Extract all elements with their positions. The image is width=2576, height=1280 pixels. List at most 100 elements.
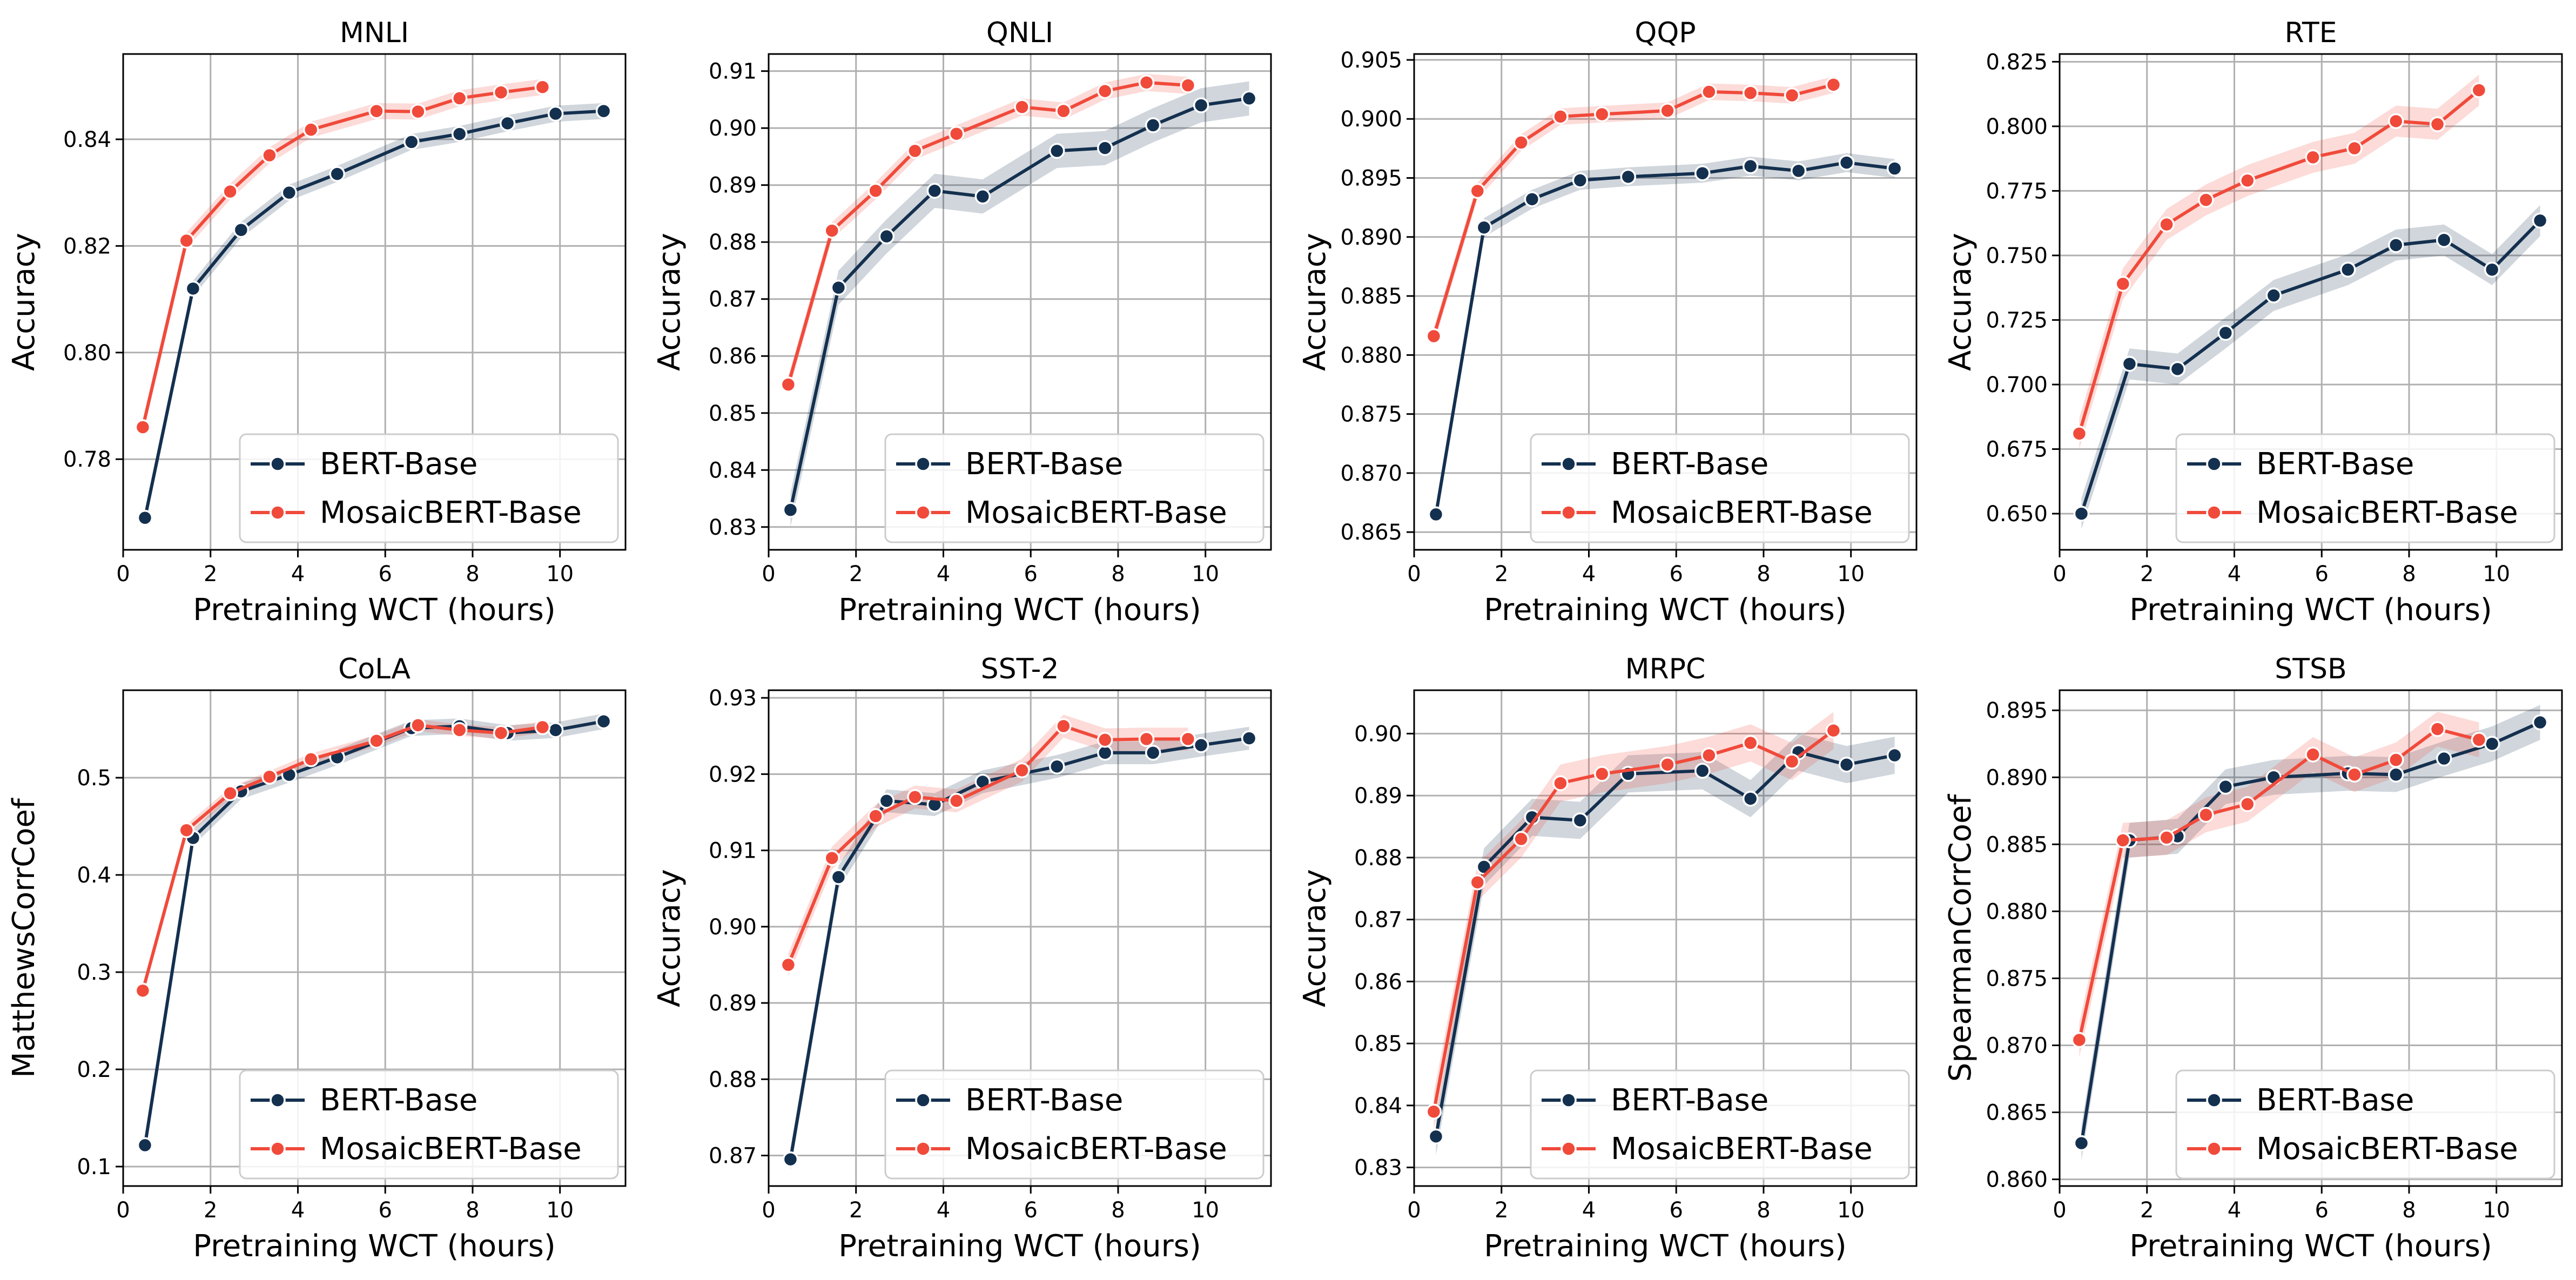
data-point bbox=[547, 722, 564, 738]
data-point bbox=[2158, 216, 2175, 233]
data-point bbox=[974, 188, 991, 205]
y-tick-label: 0.900 bbox=[1340, 107, 1402, 132]
y-axis-label: MatthewsCorrCoef bbox=[6, 798, 42, 1078]
data-point bbox=[233, 221, 250, 238]
data-point bbox=[780, 376, 797, 393]
data-point bbox=[1428, 506, 1444, 523]
y-tick-label: 0.800 bbox=[1986, 114, 2048, 139]
data-point bbox=[368, 732, 385, 749]
data-point bbox=[1552, 775, 1569, 791]
data-point bbox=[1055, 103, 1072, 119]
data-point bbox=[2387, 113, 2404, 130]
series-line bbox=[1432, 83, 1834, 337]
data-point bbox=[2471, 732, 2487, 748]
data-point bbox=[1476, 219, 1492, 236]
y-tick-label: 0.890 bbox=[1986, 765, 2048, 790]
legend: BERT-Base MosaicBERT-Base bbox=[1530, 433, 1910, 543]
data-point bbox=[1097, 83, 1113, 99]
y-axis-label: Accuracy bbox=[1297, 869, 1333, 1007]
data-point bbox=[1790, 163, 1807, 179]
data-point bbox=[1825, 722, 1842, 739]
data-point bbox=[1097, 732, 1113, 748]
y-tick-label: 0.3 bbox=[77, 960, 111, 985]
data-point bbox=[782, 502, 799, 518]
x-tick-label: 8 bbox=[1757, 1198, 1770, 1223]
data-point bbox=[410, 103, 426, 120]
data-point bbox=[595, 103, 612, 119]
x-tick-label: 10 bbox=[1192, 562, 1219, 587]
data-point bbox=[1048, 143, 1065, 159]
data-point bbox=[2265, 287, 2282, 304]
data-point bbox=[451, 90, 468, 106]
data-point bbox=[2217, 325, 2234, 341]
confidence-band bbox=[790, 81, 1249, 527]
panel-mrpc: MRPC 0 2 4 6 8 10 0.83 0.84 0.85 0.86 0.87 0.88 0.89 0… bbox=[1297, 653, 1918, 1264]
confidence-band bbox=[145, 103, 604, 526]
y-tick-label: 0.880 bbox=[1340, 343, 1402, 368]
y-tick-label: 0.87 bbox=[709, 1144, 757, 1169]
x-tick-label: 2 bbox=[849, 562, 863, 587]
data-point bbox=[1138, 731, 1155, 747]
legend: BERT-Base MosaicBERT-Base bbox=[2175, 1069, 2555, 1180]
data-point bbox=[302, 122, 319, 138]
legend-marker bbox=[270, 1141, 286, 1157]
data-point bbox=[2429, 116, 2446, 132]
data-point bbox=[1469, 183, 1486, 199]
y-tick-label: 0.895 bbox=[1340, 166, 1402, 191]
data-point bbox=[2115, 832, 2131, 848]
data-point bbox=[1572, 812, 1589, 828]
x-tick-label: 4 bbox=[937, 1198, 950, 1223]
legend-box bbox=[2175, 433, 2555, 543]
legend-marker bbox=[2206, 456, 2222, 472]
data-point bbox=[878, 793, 895, 809]
data-point bbox=[1524, 191, 1541, 207]
data-point bbox=[2387, 752, 2404, 768]
plot-frame bbox=[768, 689, 1272, 1187]
x-tick-label: 10 bbox=[1192, 1198, 1219, 1223]
x-tick-label: 10 bbox=[1837, 562, 1865, 587]
y-tick-label: 0.2 bbox=[77, 1057, 111, 1082]
x-tick-label: 2 bbox=[204, 1198, 217, 1223]
y-tick-label: 0.86 bbox=[1354, 969, 1402, 994]
data-point bbox=[2071, 426, 2088, 442]
legend-box bbox=[1530, 1069, 1910, 1180]
data-point bbox=[1620, 169, 1637, 185]
y-tick-label: 0.865 bbox=[1986, 1101, 2048, 1126]
data-point bbox=[1241, 730, 1257, 746]
y-tick-label: 0.85 bbox=[709, 401, 757, 426]
data-point bbox=[281, 184, 298, 201]
data-point bbox=[1513, 831, 1529, 847]
y-tick-label: 0.870 bbox=[1340, 461, 1402, 486]
panel-title: QNLI bbox=[986, 17, 1053, 49]
data-point bbox=[2073, 506, 2090, 522]
x-axis-label: Pretraining WCT (hours) bbox=[2129, 1229, 2492, 1264]
legend: BERT-Base MosaicBERT-Base bbox=[239, 433, 619, 543]
panel-title: QQP bbox=[1635, 17, 1696, 49]
series-line bbox=[789, 97, 1249, 510]
series-line bbox=[141, 85, 543, 428]
legend-marker bbox=[1561, 1141, 1577, 1157]
data-point bbox=[222, 785, 238, 801]
y-tick-label: 0.85 bbox=[1354, 1032, 1402, 1056]
panel-title: MRPC bbox=[1625, 653, 1706, 685]
data-point bbox=[329, 166, 346, 182]
y-tick-label: 0.90 bbox=[709, 915, 757, 940]
x-tick-label: 10 bbox=[2483, 1198, 2510, 1223]
x-axis-label: Pretraining WCT (hours) bbox=[193, 1229, 555, 1264]
x-axis-label: Pretraining WCT (hours) bbox=[193, 592, 555, 628]
data-point bbox=[534, 719, 551, 736]
panel-qnli: QNLI 0 2 4 6 8 10 0.83 0.84 0.85 0.86 0.87 0.88 0.89 0… bbox=[652, 17, 1272, 628]
plot-frame bbox=[122, 53, 627, 551]
y-tick-label: 0.90 bbox=[1354, 722, 1402, 746]
x-tick-label: 2 bbox=[2140, 1198, 2154, 1223]
legend-marker bbox=[1561, 1092, 1577, 1108]
y-tick-label: 0.650 bbox=[1986, 502, 2048, 527]
legend-marker bbox=[2206, 1141, 2222, 1157]
data-point bbox=[1659, 756, 1676, 773]
data-point bbox=[493, 84, 509, 100]
data-point bbox=[1742, 735, 1759, 751]
legend-label: MosaicBERT-Base bbox=[2256, 495, 2518, 530]
x-tick-label: 4 bbox=[937, 562, 950, 587]
x-tick-label: 2 bbox=[1495, 562, 1508, 587]
